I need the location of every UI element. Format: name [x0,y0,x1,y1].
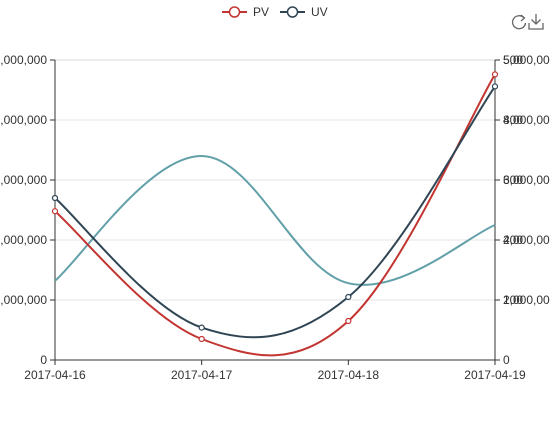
y-tick-label-left: 0 [40,353,47,367]
y-minor-tick-label-right: 800 [503,113,523,127]
legend-marker [228,6,241,18]
toolbox[interactable] [511,14,544,30]
point-pv [345,317,352,325]
x-tick-label: 2017-04-16 [24,368,86,382]
y-tick-label-right: 3,000,000 [503,173,550,187]
legend-item-uv[interactable]: UV [280,5,328,19]
y-tick-label-left: 1,000,000 [0,293,47,307]
y-tick-label-left: 2,000,000 [0,233,47,247]
y-tick-label-left: 4,000,000 [0,113,47,127]
point-uv [345,293,352,301]
y-tick-label-right: 4,000,000 [503,113,550,127]
y-minor-tick-label-right: 600 [503,173,523,187]
download-icon[interactable] [528,14,544,30]
series-markers [51,71,499,343]
x-tick-label: 2017-04-17 [171,368,233,382]
y-minor-tick-label-right: 500 [503,53,523,67]
point-pv [51,208,59,215]
point-uv [491,83,499,90]
y-tick-label-left: 5,000,000 [0,53,47,67]
x-tick-label: 2017-04-18 [318,368,380,382]
y-tick-label-right: 5,000,000 [503,53,550,67]
grid-lines [55,59,495,301]
axes: 0 1,000,000 2,000,000 3,000,000 4,000,000 5,0… [0,53,550,382]
point-uv [198,324,205,331]
legend-label: UV [311,5,328,19]
y-tick-label-right: 0 [503,353,510,367]
series-lines [54,73,496,357]
y-minor-tick-label-right: 200 [503,293,523,307]
legend-item-pv[interactable]: PV [222,5,269,19]
legend-label: PV [253,5,269,19]
line-uv [54,85,496,339]
point-uv [51,194,59,202]
y-minor-tick-label-right: 400 [503,233,523,247]
legend-marker [286,6,299,18]
y-tick-label-right: 1,000,000 [503,293,550,307]
y-tick-label-left: 3,000,000 [0,173,47,187]
x-tick-label: 2017-04-19 [464,368,526,382]
point-pv [491,71,499,78]
point-pv [198,335,205,343]
refresh-icon[interactable] [511,14,531,30]
legend[interactable]: PV UV [222,5,328,19]
y-tick-label-right: 2,000,000 [503,233,550,247]
line-series-2 [54,154,496,286]
line-pv [54,73,496,357]
